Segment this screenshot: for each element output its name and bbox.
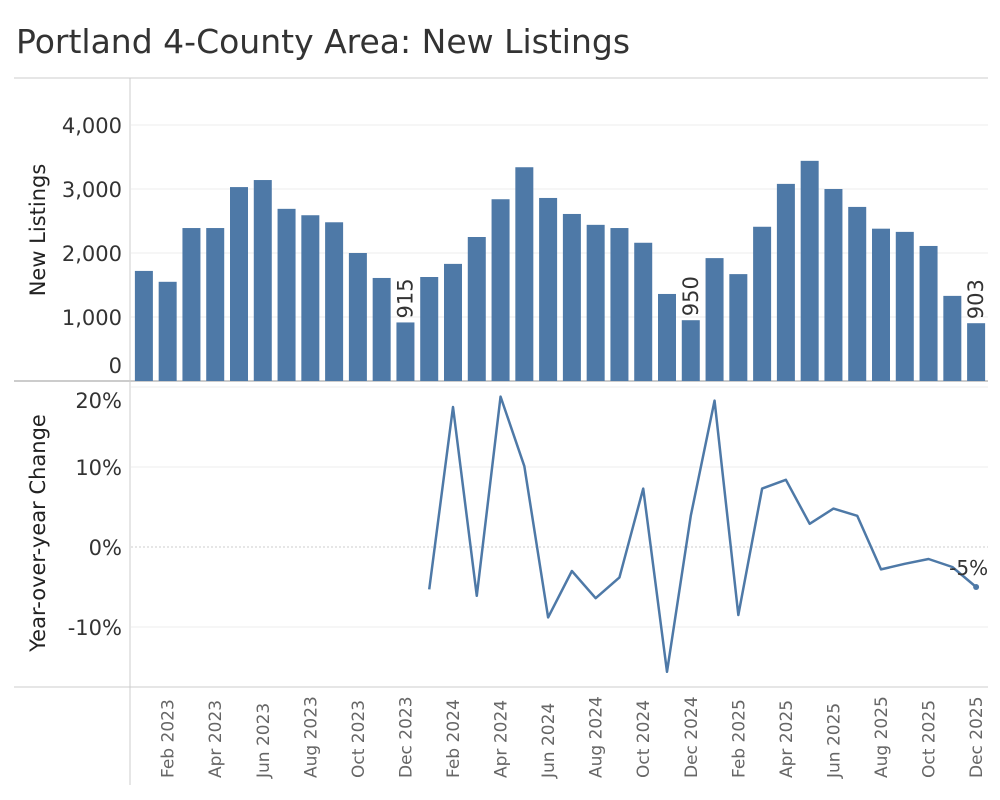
bar bbox=[253, 180, 272, 381]
bar bbox=[372, 277, 391, 381]
bar-y-axis-title: New Listings bbox=[26, 164, 50, 297]
bar bbox=[134, 270, 153, 381]
bar bbox=[634, 242, 653, 381]
yoy-end-label: -5% bbox=[949, 556, 988, 580]
bar bbox=[705, 258, 724, 381]
bar-data-label: 903 bbox=[964, 279, 988, 319]
yoy-line bbox=[427, 395, 977, 674]
x-tick-label: Dec 2023 bbox=[396, 696, 416, 778]
x-tick-label: Aug 2024 bbox=[587, 696, 607, 778]
bar-ytick-label: 0 bbox=[109, 354, 122, 378]
bar-ytick-label: 4,000 bbox=[62, 114, 122, 138]
bar bbox=[729, 274, 748, 381]
chart-title: Portland 4-County Area: New Listings bbox=[16, 22, 631, 61]
bar bbox=[681, 320, 700, 381]
bar bbox=[444, 263, 462, 381]
bar bbox=[515, 167, 534, 381]
x-tick-label: Feb 2023 bbox=[159, 699, 179, 778]
bar-ytick-label: 3,000 bbox=[62, 178, 122, 202]
bar bbox=[301, 215, 320, 381]
bar bbox=[943, 295, 962, 381]
bar bbox=[872, 228, 890, 381]
line-ytick-label: -10% bbox=[68, 616, 122, 640]
bar bbox=[230, 187, 248, 381]
x-tick-label: Feb 2025 bbox=[729, 699, 749, 778]
bar bbox=[158, 281, 177, 381]
bar bbox=[824, 189, 843, 381]
bar bbox=[800, 160, 819, 381]
bar bbox=[610, 228, 629, 381]
bar bbox=[919, 245, 938, 381]
bar-data-label: 950 bbox=[679, 276, 703, 316]
line-y-axis-title: Year-over-year Change bbox=[26, 414, 50, 653]
bar bbox=[848, 206, 867, 381]
line-ytick-label: 0% bbox=[89, 536, 122, 560]
bar bbox=[753, 226, 772, 381]
bar-ytick-label: 1,000 bbox=[62, 306, 122, 330]
x-tick-label: Oct 2023 bbox=[349, 700, 369, 778]
bar bbox=[277, 208, 296, 381]
bar bbox=[348, 253, 367, 381]
bar bbox=[420, 277, 439, 381]
x-tick-label: Oct 2025 bbox=[920, 700, 940, 778]
bar bbox=[396, 322, 415, 381]
x-tick-label: Jun 2025 bbox=[824, 703, 844, 779]
x-tick-label: Apr 2024 bbox=[492, 700, 512, 778]
x-tick-label: Aug 2023 bbox=[301, 696, 321, 778]
x-tick-label: Apr 2023 bbox=[206, 700, 226, 778]
bar bbox=[967, 323, 986, 381]
yoy-point bbox=[973, 584, 980, 590]
x-tick-label: Jun 2024 bbox=[539, 703, 559, 779]
x-tick-label: Dec 2024 bbox=[682, 696, 702, 778]
bar bbox=[562, 213, 581, 381]
bar bbox=[586, 224, 605, 381]
bar bbox=[776, 183, 795, 381]
line-ytick-label: 10% bbox=[75, 456, 122, 480]
bar bbox=[539, 197, 558, 381]
x-tick-label: Apr 2025 bbox=[777, 700, 797, 778]
x-tick-label: Jun 2023 bbox=[254, 703, 274, 779]
bar bbox=[325, 222, 344, 381]
line-ytick-label: 20% bbox=[75, 389, 122, 413]
bar bbox=[206, 228, 225, 381]
bar-data-label: 915 bbox=[393, 278, 417, 318]
x-tick-label: Dec 2025 bbox=[967, 696, 987, 778]
bar bbox=[182, 228, 201, 381]
bar-ytick-label: 2,000 bbox=[62, 242, 122, 266]
x-tick-label: Aug 2025 bbox=[872, 696, 892, 778]
bar bbox=[658, 293, 676, 381]
x-tick-label: Oct 2024 bbox=[634, 700, 654, 778]
x-tick-label: Feb 2024 bbox=[444, 699, 464, 778]
bar bbox=[467, 237, 486, 381]
bar bbox=[895, 231, 914, 381]
bar bbox=[491, 199, 510, 381]
